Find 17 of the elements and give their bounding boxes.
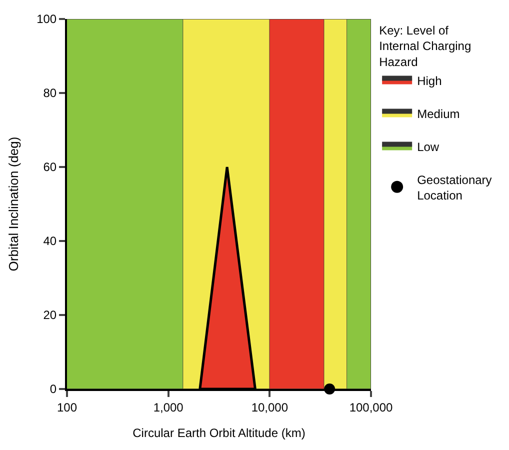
y-tick-label: 0 [50,382,57,396]
y-tick-label: 100 [36,12,57,26]
legend-label: Low [417,140,440,154]
legend-label: High [417,74,442,88]
y-axis-title: Orbital Inclination (deg) [6,136,22,272]
legend-title: Key: Level of Internal Charging Hazard [379,24,472,69]
x-tick-label: 10,000 [251,400,288,414]
y-tick-label: 60 [43,160,57,174]
y-tick-label: 20 [43,308,57,322]
x-axis-title: Circular Earth Orbit Altitude (km) [132,426,306,440]
x-tick-label: 100 [56,400,78,414]
x-tick-label: 1,000 [153,400,184,414]
x-tick-label: 100,000 [349,400,394,414]
y-tick-label: 80 [43,86,57,100]
legend-label: Geostationary Location [417,172,492,202]
y-tick-label: 40 [43,234,57,248]
legend-label: Medium [417,106,460,121]
